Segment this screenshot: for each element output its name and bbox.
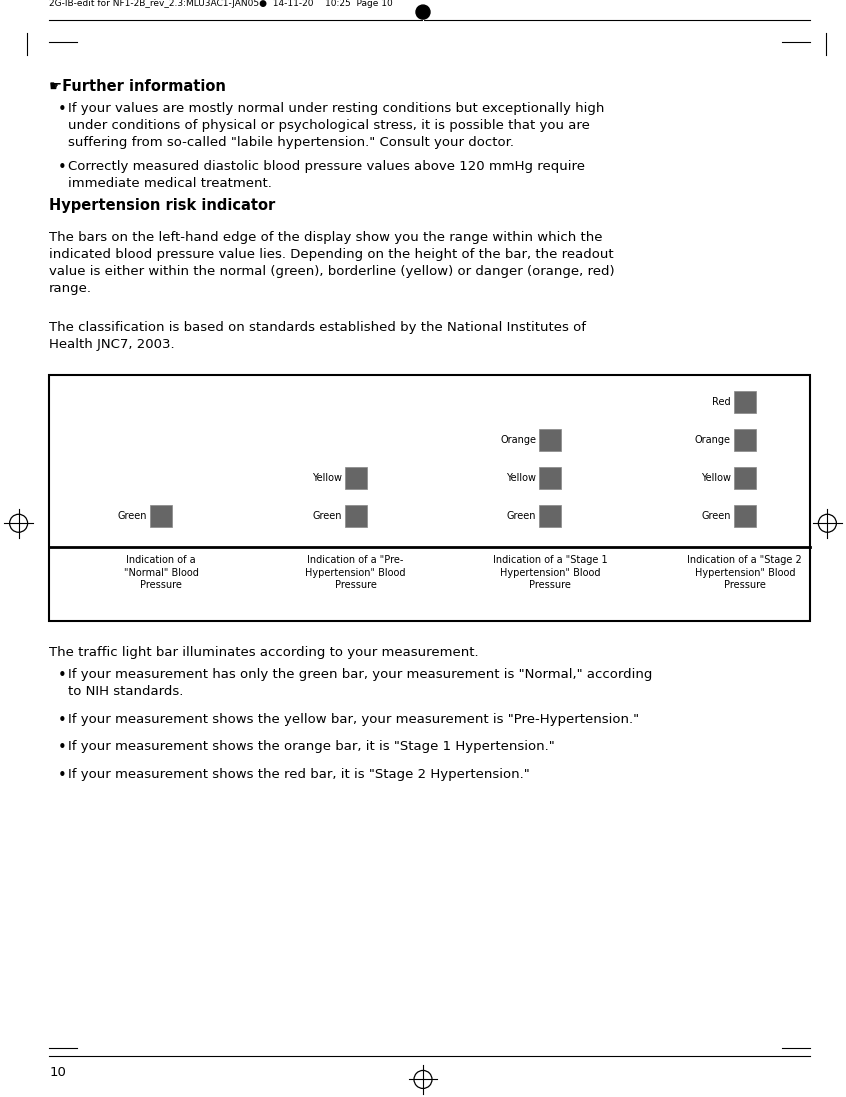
Bar xyxy=(733,467,755,489)
Text: The bars on the left-hand edge of the display show you the range within which th: The bars on the left-hand edge of the di… xyxy=(49,231,602,244)
Text: Orange: Orange xyxy=(500,436,536,445)
Bar xyxy=(49,375,810,621)
Bar xyxy=(539,429,561,451)
Text: Green: Green xyxy=(312,511,342,521)
Text: Indication of a "Pre-
Hypertension" Blood
Pressure: Indication of a "Pre- Hypertension" Bloo… xyxy=(305,555,406,590)
Text: Indication of a
"Normal" Blood
Pressure: Indication of a "Normal" Blood Pressure xyxy=(124,555,199,590)
Bar xyxy=(539,467,561,489)
Text: Yellow: Yellow xyxy=(311,473,342,484)
Text: 10: 10 xyxy=(49,1066,66,1079)
Bar xyxy=(150,506,172,528)
Text: ☛Further information: ☛Further information xyxy=(49,79,226,94)
Bar xyxy=(539,506,561,528)
Circle shape xyxy=(416,5,430,19)
Text: Green: Green xyxy=(118,511,147,521)
Text: If your measurement shows the orange bar, it is "Stage 1 Hypertension.": If your measurement shows the orange bar… xyxy=(68,740,554,754)
Text: Health JNC7, 2003.: Health JNC7, 2003. xyxy=(49,338,174,351)
Text: If your values are mostly normal under resting conditions but exceptionally high: If your values are mostly normal under r… xyxy=(68,102,604,115)
Bar xyxy=(344,506,366,528)
Text: range.: range. xyxy=(49,282,92,295)
Text: Hypertension risk indicator: Hypertension risk indicator xyxy=(49,197,275,213)
Text: Correctly measured diastolic blood pressure values above 120 mmHg require: Correctly measured diastolic blood press… xyxy=(68,160,585,172)
Text: If your measurement shows the yellow bar, your measurement is "Pre-Hypertension.: If your measurement shows the yellow bar… xyxy=(68,713,639,725)
Text: •: • xyxy=(58,768,66,783)
Text: •: • xyxy=(58,667,66,682)
Bar xyxy=(733,506,755,528)
Text: Yellow: Yellow xyxy=(506,473,536,484)
Text: Red: Red xyxy=(712,397,731,407)
Text: Indication of a "Stage 1
Hypertension" Blood
Pressure: Indication of a "Stage 1 Hypertension" B… xyxy=(493,555,607,590)
Text: If your measurement shows the red bar, it is "Stage 2 Hypertension.": If your measurement shows the red bar, i… xyxy=(68,768,530,781)
Text: The traffic light bar illuminates according to your measurement.: The traffic light bar illuminates accord… xyxy=(49,645,479,658)
Text: indicated blood pressure value lies. Depending on the height of the bar, the rea: indicated blood pressure value lies. Dep… xyxy=(49,248,613,261)
Text: Green: Green xyxy=(701,511,731,521)
Text: •: • xyxy=(58,102,66,117)
Text: value is either within the normal (green), borderline (yellow) or danger (orange: value is either within the normal (green… xyxy=(49,265,615,278)
Text: Indication of a "Stage 2
Hypertension" Blood
Pressure: Indication of a "Stage 2 Hypertension" B… xyxy=(688,555,802,590)
Text: to NIH standards.: to NIH standards. xyxy=(68,685,183,698)
Text: Orange: Orange xyxy=(695,436,731,445)
Text: •: • xyxy=(58,713,66,727)
Text: suffering from so-called "labile hypertension." Consult your doctor.: suffering from so-called "labile hyperte… xyxy=(68,136,514,149)
Text: immediate medical treatment.: immediate medical treatment. xyxy=(68,177,272,190)
Text: 2G-IB-edit for NF1-2B_rev_2.3:MLU3AC1-JAN05●  14-11-20    10:25  Page 10: 2G-IB-edit for NF1-2B_rev_2.3:MLU3AC1-JA… xyxy=(49,0,393,8)
Text: Yellow: Yellow xyxy=(700,473,731,484)
Text: •: • xyxy=(58,160,66,174)
Bar xyxy=(733,429,755,451)
Text: under conditions of physical or psychological stress, it is possible that you ar: under conditions of physical or psycholo… xyxy=(68,120,590,132)
Text: The classification is based on standards established by the National Institutes : The classification is based on standards… xyxy=(49,321,586,333)
Text: •: • xyxy=(58,740,66,756)
Text: Green: Green xyxy=(507,511,536,521)
Bar xyxy=(344,467,366,489)
Bar xyxy=(733,392,755,414)
Text: If your measurement has only the green bar, your measurement is "Normal," accord: If your measurement has only the green b… xyxy=(68,667,652,680)
